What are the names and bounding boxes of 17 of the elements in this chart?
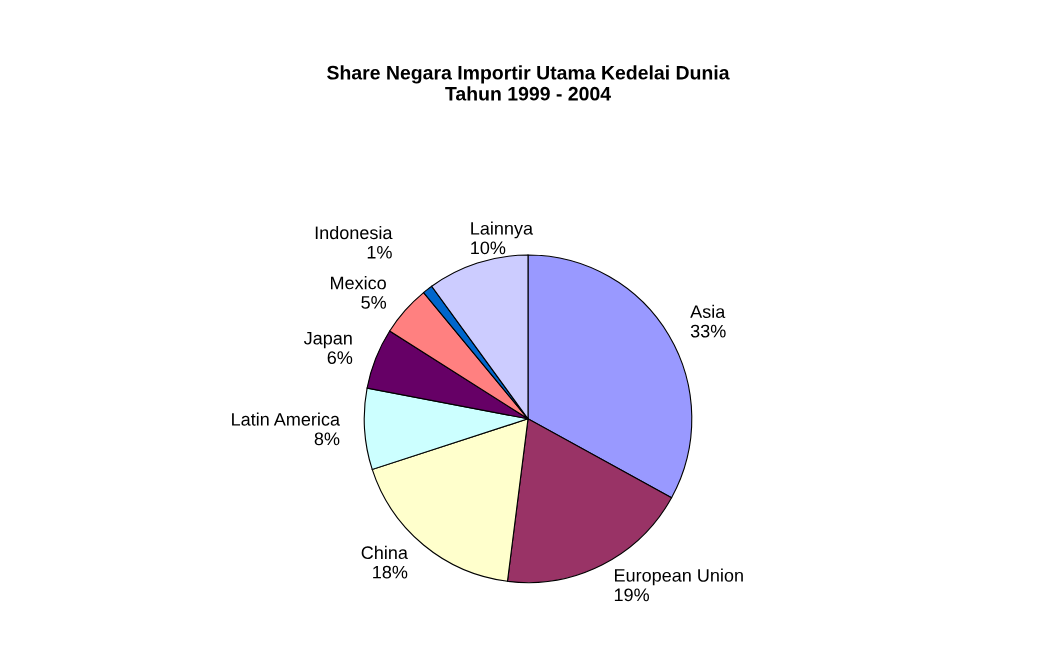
slice-label: China <box>361 545 408 560</box>
slice-label: Asia <box>690 304 726 319</box>
data-label: 8% <box>314 432 340 446</box>
data-label: 5% <box>361 296 387 309</box>
slice-label: Mexico <box>330 276 386 290</box>
data-label: 6% <box>327 351 353 365</box>
data-label: 18% <box>373 565 408 579</box>
slice-label: Japan <box>303 331 352 349</box>
data-label: 33% <box>690 324 726 338</box>
data-label: 1% <box>367 245 392 259</box>
slice-label: Lainnya <box>471 221 534 239</box>
slice-label: Indonesia <box>315 225 393 240</box>
data-label: 10% <box>471 241 506 255</box>
slice-label: European Union <box>615 568 743 586</box>
chart-title: Share Negara Importir Utama Kedelai Dunia Tahun 1999 - 2004 <box>327 65 730 101</box>
data-label: 19% <box>614 588 650 602</box>
slice-label: Latin America <box>232 412 340 426</box>
